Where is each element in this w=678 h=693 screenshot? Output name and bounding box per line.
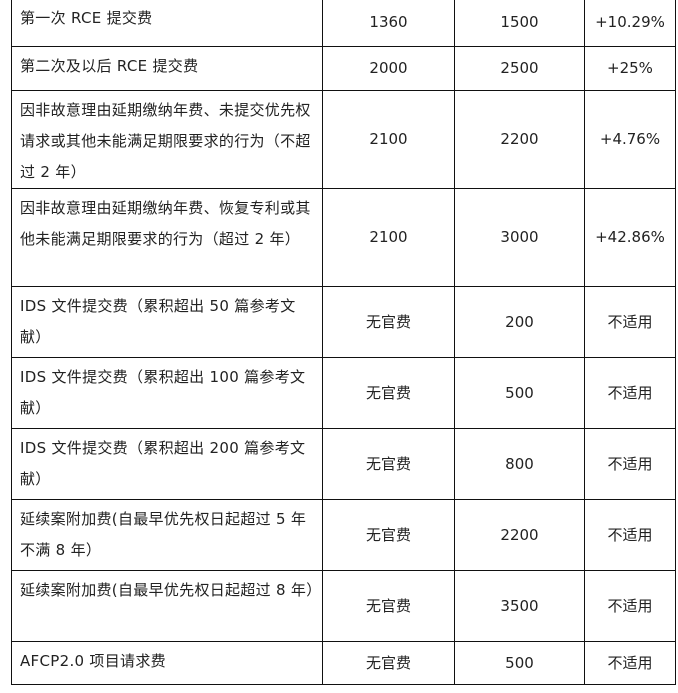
new-fee-cell: 2500 xyxy=(454,46,585,91)
new-fee-cell: 3500 xyxy=(454,570,585,642)
old-fee-cell: 2000 xyxy=(322,46,455,91)
fee-table: 第一次 RCE 提交费 1360 1500 +10.29% 第二次及以后 RCE 提交费… xyxy=(11,0,676,685)
fee-item-cell: IDS 文件提交费（累积超出 200 篇参考文献） xyxy=(11,428,323,500)
old-fee-cell: 无官费 xyxy=(322,499,455,571)
change-cell: 不适用 xyxy=(584,641,676,685)
old-fee-cell: 无官费 xyxy=(322,428,455,500)
change-cell: 不适用 xyxy=(584,499,676,571)
new-fee-cell: 2200 xyxy=(454,499,585,571)
fee-item-cell: 延续案附加费(自最早优先权日起超过 8 年） xyxy=(11,570,323,642)
fee-item-cell: 第一次 RCE 提交费 xyxy=(11,0,323,47)
new-fee-cell: 3000 xyxy=(454,188,585,287)
change-cell: +10.29% xyxy=(584,0,676,47)
fee-item-cell: 延续案附加费(自最早优先权日起超过 5 年不满 8 年） xyxy=(11,499,323,571)
old-fee-cell: 无官费 xyxy=(322,286,455,358)
fee-item-cell: 因非故意理由延期缴纳年费、未提交优先权请求或其他未能满足期限要求的行为（不超过 … xyxy=(11,90,323,189)
old-fee-cell: 2100 xyxy=(322,188,455,287)
new-fee-cell: 1500 xyxy=(454,0,585,47)
table-row: IDS 文件提交费（累积超出 50 篇参考文献） 无官费 200 不适用 xyxy=(11,286,676,358)
new-fee-cell: 500 xyxy=(454,641,585,685)
old-fee-cell: 2100 xyxy=(322,90,455,189)
change-cell: 不适用 xyxy=(584,357,676,429)
table-row: 延续案附加费(自最早优先权日起超过 8 年） 无官费 3500 不适用 xyxy=(11,570,676,642)
table-row: 延续案附加费(自最早优先权日起超过 5 年不满 8 年） 无官费 2200 不适用 xyxy=(11,499,676,571)
old-fee-cell: 无官费 xyxy=(322,641,455,685)
old-fee-cell: 无官费 xyxy=(322,570,455,642)
change-cell: +25% xyxy=(584,46,676,91)
table-row: 因非故意理由延期缴纳年费、恢复专利或其他未能满足期限要求的行为（超过 2 年） 2… xyxy=(11,188,676,287)
change-cell: +4.76% xyxy=(584,90,676,189)
fee-item-cell: IDS 文件提交费（累积超出 50 篇参考文献） xyxy=(11,286,323,358)
old-fee-cell: 1360 xyxy=(322,0,455,47)
table-row: IDS 文件提交费（累积超出 100 篇参考文献） 无官费 500 不适用 xyxy=(11,357,676,429)
table-row: 第一次 RCE 提交费 1360 1500 +10.29% xyxy=(11,0,676,47)
change-cell: 不适用 xyxy=(584,570,676,642)
fee-item-cell: 第二次及以后 RCE 提交费 xyxy=(11,46,323,91)
old-fee-cell: 无官费 xyxy=(322,357,455,429)
fee-item-cell: 因非故意理由延期缴纳年费、恢复专利或其他未能满足期限要求的行为（超过 2 年） xyxy=(11,188,323,287)
new-fee-cell: 800 xyxy=(454,428,585,500)
table-row: IDS 文件提交费（累积超出 200 篇参考文献） 无官费 800 不适用 xyxy=(11,428,676,500)
table-row: 因非故意理由延期缴纳年费、未提交优先权请求或其他未能满足期限要求的行为（不超过 … xyxy=(11,90,676,189)
table-row: AFCP2.0 项目请求费 无官费 500 不适用 xyxy=(11,641,676,685)
fee-item-cell: AFCP2.0 项目请求费 xyxy=(11,641,323,685)
change-cell: 不适用 xyxy=(584,428,676,500)
fee-item-cell: IDS 文件提交费（累积超出 100 篇参考文献） xyxy=(11,357,323,429)
table-row: 第二次及以后 RCE 提交费 2000 2500 +25% xyxy=(11,46,676,91)
change-cell: 不适用 xyxy=(584,286,676,358)
new-fee-cell: 200 xyxy=(454,286,585,358)
new-fee-cell: 500 xyxy=(454,357,585,429)
change-cell: +42.86% xyxy=(584,188,676,287)
new-fee-cell: 2200 xyxy=(454,90,585,189)
